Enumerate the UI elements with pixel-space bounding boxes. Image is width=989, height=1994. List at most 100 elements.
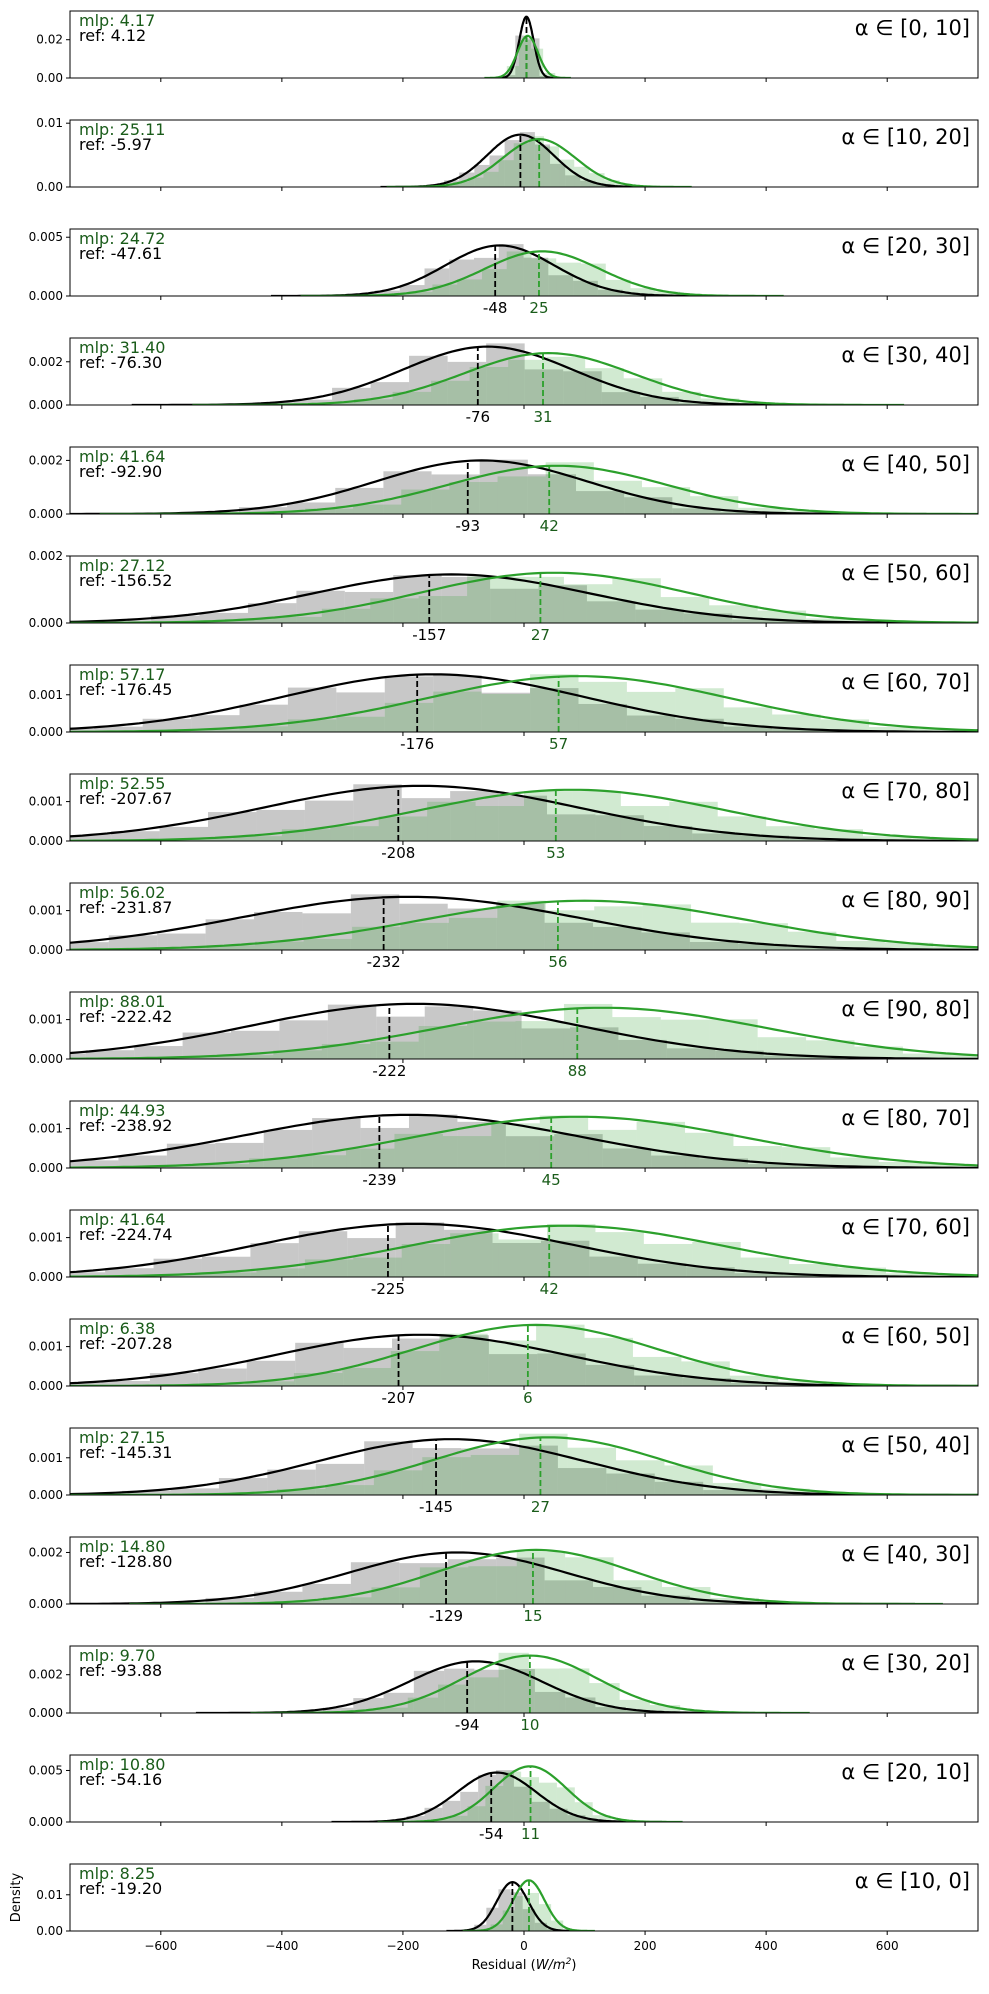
mlp-mean-value-label: 15 — [523, 1607, 542, 1625]
mlp-hist-bar — [539, 1783, 557, 1822]
alpha-range-label: α ∈ [10, 20] — [841, 125, 970, 149]
ref-mean-text: ref: -76.30 — [79, 353, 162, 372]
ref-mean-value-label: -94 — [455, 1716, 480, 1734]
panel-content — [196, 1653, 810, 1713]
mlp-hist-bar — [588, 1130, 636, 1168]
mlp-hist-bar — [330, 826, 378, 841]
y-tick-label: 0.005 — [29, 1763, 63, 1777]
panel-content — [484, 17, 571, 78]
ref-mean-text: ref: -93.88 — [79, 1661, 162, 1680]
alpha-range-label: α ∈ [40, 30] — [841, 1542, 970, 1566]
mlp-hist-bar — [298, 1155, 346, 1168]
y-tick-label: 0.001 — [29, 1451, 63, 1465]
mlp-hist-bar — [379, 816, 427, 841]
mlp-hist-bar — [661, 597, 709, 623]
mlp-hist-bar — [540, 1116, 588, 1168]
alpha-range-label: α ∈ [70, 60] — [841, 1215, 970, 1239]
ref-hist-bar — [0, 1276, 8, 1277]
ref-mean-value-label: -129 — [429, 1607, 463, 1625]
ref-mean-text: ref: -224.74 — [79, 1225, 172, 1244]
y-tick-label: 0.000 — [29, 1488, 63, 1502]
ref-mean-text: ref: -145.31 — [79, 1443, 172, 1462]
mlp-mean-value-label: 56 — [548, 953, 567, 971]
mlp-hist-bar — [336, 717, 384, 732]
mlp-hist-bar — [614, 1580, 662, 1604]
mlp-hist-bar — [467, 1022, 515, 1059]
mlp-hist-bar — [578, 682, 626, 732]
alpha-range-label: α ∈ [20, 10] — [841, 1760, 970, 1784]
mlp-hist-bar — [547, 1224, 595, 1277]
mlp-hist-bar — [304, 939, 352, 950]
mlp-hist-bar — [637, 1122, 685, 1168]
panel-content — [332, 1766, 683, 1822]
ref-mean-value-label: -208 — [381, 844, 415, 862]
mlp-hist-bar — [443, 1136, 491, 1168]
alpha-range-label: α ∈ [20, 30] — [841, 234, 970, 258]
y-tick-label: 0.00 — [36, 71, 63, 85]
mlp-mean-value-label: 25 — [529, 299, 548, 317]
ref-mean-text: ref: -238.92 — [79, 1116, 172, 1135]
mlp-mean-value-label: 88 — [568, 1062, 587, 1080]
alpha-range-label: α ∈ [0, 10] — [855, 16, 970, 40]
alpha-range-label: α ∈ [60, 70] — [841, 670, 970, 694]
alpha-range-label: α ∈ [80, 70] — [841, 1106, 970, 1130]
ref-mean-text: ref: -54.16 — [79, 1770, 162, 1789]
mlp-hist-bar — [401, 923, 449, 950]
y-tick-label: 0.005 — [29, 230, 63, 244]
mlp-mean-value-label: 45 — [542, 1171, 561, 1189]
mlp-hist-bar — [431, 381, 470, 405]
mlp-hist-bar — [449, 918, 497, 950]
mlp-hist-bar — [681, 1361, 729, 1386]
ref-mean-value-label: -48 — [483, 299, 508, 317]
mlp-hist-bar — [530, 674, 578, 732]
mlp-hist-bar — [982, 949, 989, 950]
ref-mean-text: ref: -128.80 — [79, 1552, 172, 1571]
y-tick-label: 0.000 — [29, 1052, 63, 1066]
mlp-hist-bar — [499, 1653, 529, 1713]
y-tick-label: 0.000 — [29, 1815, 63, 1829]
ref-mean-text: ref: -207.28 — [79, 1334, 172, 1353]
ref-hist-bar — [0, 947, 12, 950]
mlp-hist-bar — [485, 1786, 503, 1822]
mlp-hist-bar — [585, 1338, 633, 1386]
y-tick-label: 0.002 — [29, 453, 63, 467]
mlp-hist-bar — [482, 694, 530, 732]
x-tick-label: 400 — [755, 1939, 778, 1953]
mlp-hist-bar — [483, 172, 498, 187]
mlp-mean-value-label: 31 — [533, 408, 552, 426]
mlp-hist-bar — [691, 923, 739, 950]
mlp-hist-bar — [718, 816, 766, 841]
ref-mean-text: ref: -156.52 — [79, 571, 172, 590]
y-tick-label: 0.001 — [29, 688, 63, 702]
mlp-hist-bar — [420, 1567, 468, 1604]
panel-content — [446, 1880, 595, 1931]
x-tick-label: 200 — [634, 1939, 657, 1953]
ref-mean-value-label: -176 — [400, 735, 434, 753]
mlp-hist-bar — [370, 1042, 418, 1059]
alpha-range-label: α ∈ [30, 20] — [841, 1651, 970, 1675]
mlp-mean-value-label: 10 — [520, 1716, 539, 1734]
x-tick-label: −400 — [265, 1939, 298, 1953]
y-tick-label: 0.000 — [29, 725, 63, 739]
mlp-hist-bar — [685, 1133, 733, 1168]
x-tick-label: −200 — [386, 1939, 419, 1953]
ref-mean-value-label: -239 — [362, 1171, 396, 1189]
ref-mean-text: ref: -176.45 — [79, 680, 172, 699]
y-tick-label: 0.002 — [29, 549, 63, 563]
ref-mean-value-label: -222 — [372, 1062, 406, 1080]
mlp-hist-bar — [342, 1368, 390, 1386]
mlp-mean-value-label: 11 — [521, 1825, 540, 1843]
alpha-range-label: α ∈ [70, 80] — [841, 779, 970, 803]
x-tick-label: −600 — [144, 1939, 177, 1953]
